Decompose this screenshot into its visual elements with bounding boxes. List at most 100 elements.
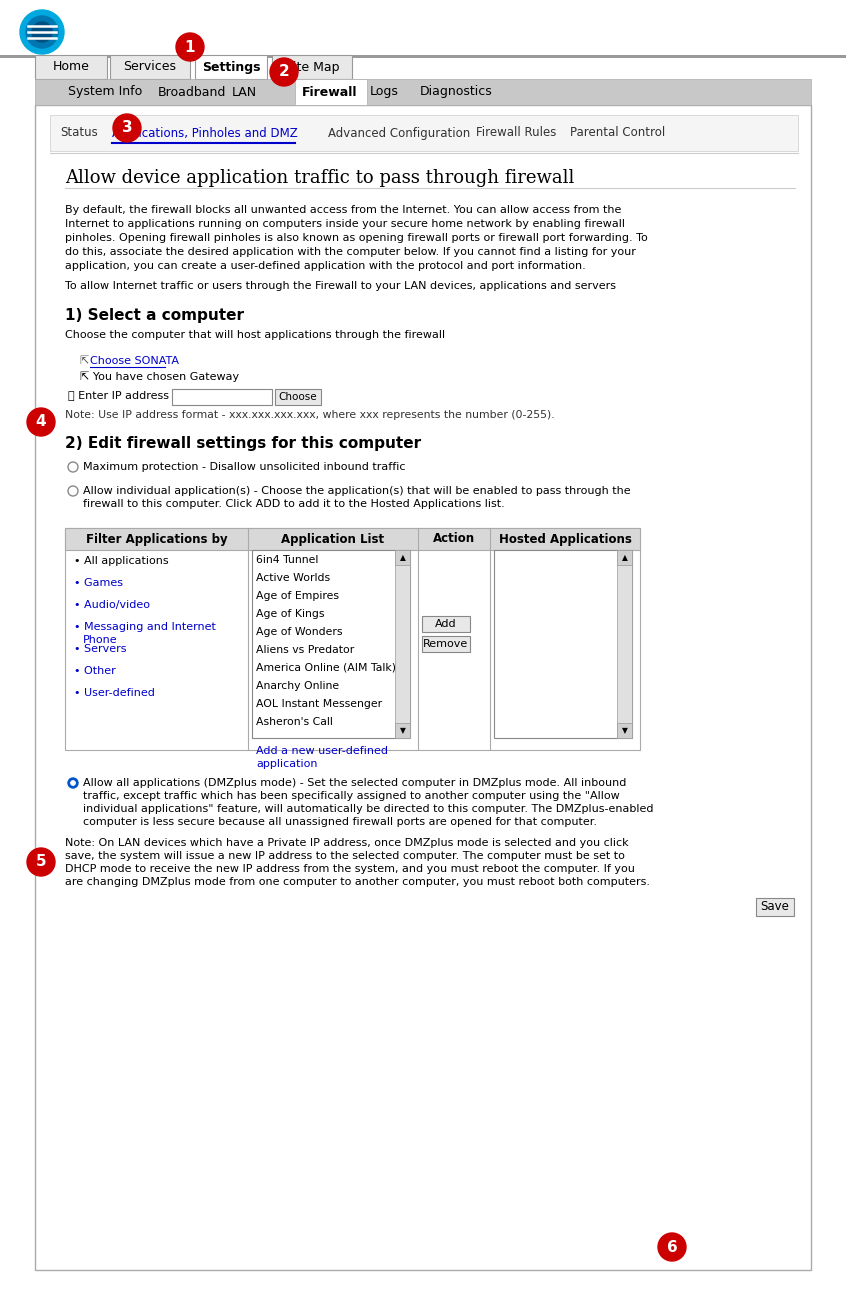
Circle shape xyxy=(26,15,58,48)
Text: Allow individual application(s) - Choose the application(s) that will be enabled: Allow individual application(s) - Choose… xyxy=(83,485,630,496)
Text: Save: Save xyxy=(761,901,789,914)
Text: computer is less secure because all unassigned firewall ports are opened for tha: computer is less secure because all unas… xyxy=(83,817,597,828)
Text: Aliens vs Predator: Aliens vs Predator xyxy=(256,646,354,655)
Text: 6in4 Tunnel: 6in4 Tunnel xyxy=(256,555,318,565)
Text: Firewall Rules: Firewall Rules xyxy=(476,127,557,139)
Text: 2: 2 xyxy=(278,65,289,80)
Text: 5: 5 xyxy=(36,855,47,870)
Bar xyxy=(35,56,107,79)
Text: Phone: Phone xyxy=(83,635,118,646)
Text: 4: 4 xyxy=(36,414,47,430)
Bar xyxy=(65,528,640,550)
Text: Add: Add xyxy=(435,618,457,629)
Text: • User-defined: • User-defined xyxy=(74,688,155,698)
Circle shape xyxy=(113,114,141,142)
Circle shape xyxy=(176,34,204,61)
Text: 1: 1 xyxy=(184,40,195,54)
Text: • All applications: • All applications xyxy=(74,556,168,565)
Text: To allow Internet traffic or users through the Firewall to your LAN devices, app: To allow Internet traffic or users throu… xyxy=(65,281,616,290)
Circle shape xyxy=(20,10,64,54)
Text: Allow all applications (DMZplus mode) - Set the selected computer in DMZplus mod: Allow all applications (DMZplus mode) - … xyxy=(83,778,626,788)
Circle shape xyxy=(658,1233,686,1261)
Text: Age of Wonders: Age of Wonders xyxy=(256,627,343,636)
Text: pinholes. Opening firewall pinholes is also known as opening firewall ports or f: pinholes. Opening firewall pinholes is a… xyxy=(65,232,648,243)
Text: • Games: • Games xyxy=(74,578,123,587)
Text: Settings: Settings xyxy=(201,61,261,74)
Bar xyxy=(756,899,794,917)
Text: Firewall: Firewall xyxy=(302,85,358,98)
Text: 3: 3 xyxy=(122,120,132,136)
Text: Broadband: Broadband xyxy=(158,85,227,98)
Text: Advanced Configuration: Advanced Configuration xyxy=(328,127,470,139)
Text: Active Worlds: Active Worlds xyxy=(256,573,330,584)
Text: • Audio/video: • Audio/video xyxy=(74,600,150,611)
Bar xyxy=(494,550,632,738)
Text: LAN: LAN xyxy=(232,85,257,98)
Text: Status: Status xyxy=(60,127,98,139)
Text: are changing DMZplus mode from one computer to another computer, you must reboot: are changing DMZplus mode from one compu… xyxy=(65,877,650,887)
Text: Parental Control: Parental Control xyxy=(570,127,665,139)
Text: ▼: ▼ xyxy=(622,726,628,735)
Text: Anarchy Online: Anarchy Online xyxy=(256,680,339,691)
Text: ⇱ You have chosen Gateway: ⇱ You have chosen Gateway xyxy=(80,372,239,382)
Text: individual applications" feature, will automatically be directed to this compute: individual applications" feature, will a… xyxy=(83,804,653,815)
Circle shape xyxy=(70,781,75,785)
Bar xyxy=(617,550,632,565)
Bar xyxy=(110,56,190,79)
Text: Choose: Choose xyxy=(278,392,317,402)
Bar xyxy=(395,550,410,565)
Bar xyxy=(50,115,798,151)
Text: America Online (AIM Talk): America Online (AIM Talk) xyxy=(256,664,396,673)
Bar xyxy=(172,389,272,405)
Circle shape xyxy=(32,22,52,43)
Text: ▼: ▼ xyxy=(399,726,405,735)
Text: Maximum protection - Disallow unsolicited inbound traffic: Maximum protection - Disallow unsolicite… xyxy=(83,462,405,473)
Text: Age of Kings: Age of Kings xyxy=(256,609,325,618)
Bar xyxy=(395,550,410,738)
Text: Choose the computer that will host applications through the firewall: Choose the computer that will host appli… xyxy=(65,330,445,340)
Text: Remove: Remove xyxy=(423,639,469,649)
Text: By default, the firewall blocks all unwanted access from the Internet. You can a: By default, the firewall blocks all unwa… xyxy=(65,205,621,216)
Text: DHCP mode to receive the new IP address from the system, and you must reboot the: DHCP mode to receive the new IP address … xyxy=(65,864,634,874)
Text: save, the system will issue a new IP address to the selected computer. The compu: save, the system will issue a new IP add… xyxy=(65,851,625,861)
Bar xyxy=(195,56,267,79)
Bar xyxy=(395,723,410,738)
Circle shape xyxy=(270,58,298,86)
Bar xyxy=(275,389,321,405)
Text: Note: Use IP address format - xxx.xxx.xxx.xxx, where xxx represents the number (: Note: Use IP address format - xxx.xxx.xx… xyxy=(65,411,555,420)
Text: application, you can create a user-defined application with the protocol and por: application, you can create a user-defin… xyxy=(65,261,585,271)
Text: Age of Empires: Age of Empires xyxy=(256,591,339,602)
Text: System Info: System Info xyxy=(68,85,142,98)
Text: Application List: Application List xyxy=(282,532,385,546)
Bar xyxy=(422,616,470,633)
Text: do this, associate the desired application with the computer below. If you canno: do this, associate the desired applicati… xyxy=(65,247,636,257)
Text: Choose SONATA: Choose SONATA xyxy=(90,356,179,367)
Text: Filter Applications by: Filter Applications by xyxy=(85,532,228,546)
Text: ▲: ▲ xyxy=(399,553,405,562)
Text: Add a new user-defined: Add a new user-defined xyxy=(256,746,388,757)
Bar xyxy=(272,56,352,79)
Text: traffic, except traffic which has been specifically assigned to another computer: traffic, except traffic which has been s… xyxy=(83,791,620,800)
Text: Services: Services xyxy=(124,61,177,74)
Text: Home: Home xyxy=(52,61,90,74)
Text: Asheron's Call: Asheron's Call xyxy=(256,717,332,727)
Text: application: application xyxy=(256,759,317,769)
Text: Applications, Pinholes and DMZ: Applications, Pinholes and DMZ xyxy=(112,127,298,139)
Text: 6: 6 xyxy=(667,1239,678,1255)
Bar xyxy=(617,550,632,738)
Text: AOL Instant Messenger: AOL Instant Messenger xyxy=(256,698,382,709)
Bar xyxy=(0,56,846,58)
Text: ⇱: ⇱ xyxy=(80,356,93,367)
Bar xyxy=(295,79,366,105)
Bar xyxy=(617,723,632,738)
Text: 1) Select a computer: 1) Select a computer xyxy=(65,309,244,323)
Text: Note: On LAN devices which have a Private IP address, once DMZplus mode is selec: Note: On LAN devices which have a Privat… xyxy=(65,838,629,848)
Circle shape xyxy=(27,848,55,877)
Circle shape xyxy=(68,778,78,788)
Text: 2) Edit firewall settings for this computer: 2) Edit firewall settings for this compu… xyxy=(65,436,421,451)
Text: Action: Action xyxy=(433,532,475,546)
Text: • Servers: • Servers xyxy=(74,644,127,655)
Text: ⚿ Enter IP address: ⚿ Enter IP address xyxy=(68,390,169,400)
Text: Hosted Applications: Hosted Applications xyxy=(498,532,631,546)
Text: Internet to applications running on computers inside your secure home network by: Internet to applications running on comp… xyxy=(65,219,625,229)
